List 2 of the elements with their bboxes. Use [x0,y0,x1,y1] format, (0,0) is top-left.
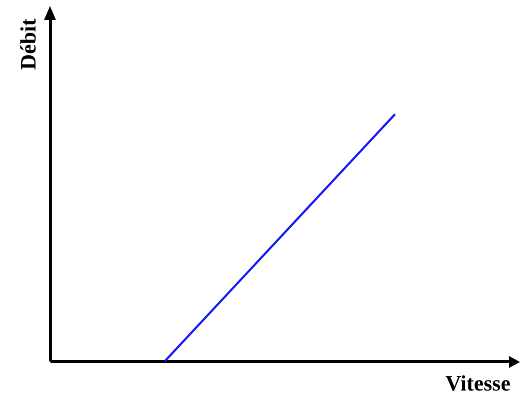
y-axis-title: Débit [16,18,40,70]
x-axis-title: Vitesse [445,370,511,396]
